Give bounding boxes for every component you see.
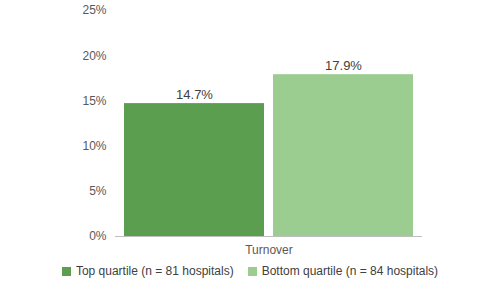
svg-text:5%: 5%	[89, 184, 107, 198]
svg-text:25%: 25%	[82, 3, 106, 17]
svg-text:20%: 20%	[82, 49, 106, 63]
svg-text:14.7%: 14.7%	[176, 87, 213, 102]
svg-text:15%: 15%	[82, 94, 106, 108]
svg-text:0%: 0%	[89, 229, 107, 243]
svg-text:Turnover: Turnover	[245, 243, 293, 257]
svg-text:10%: 10%	[82, 139, 106, 153]
html-text:Top quartile (n = 81 hospitals: Top quartile (n = 81 hospitals)	[75, 264, 234, 278]
html-text:Bottom quartile (n = 84 hospit: Bottom quartile (n = 84 hospitals)	[261, 264, 439, 278]
svg-text:17.9%: 17.9%	[325, 58, 362, 73]
